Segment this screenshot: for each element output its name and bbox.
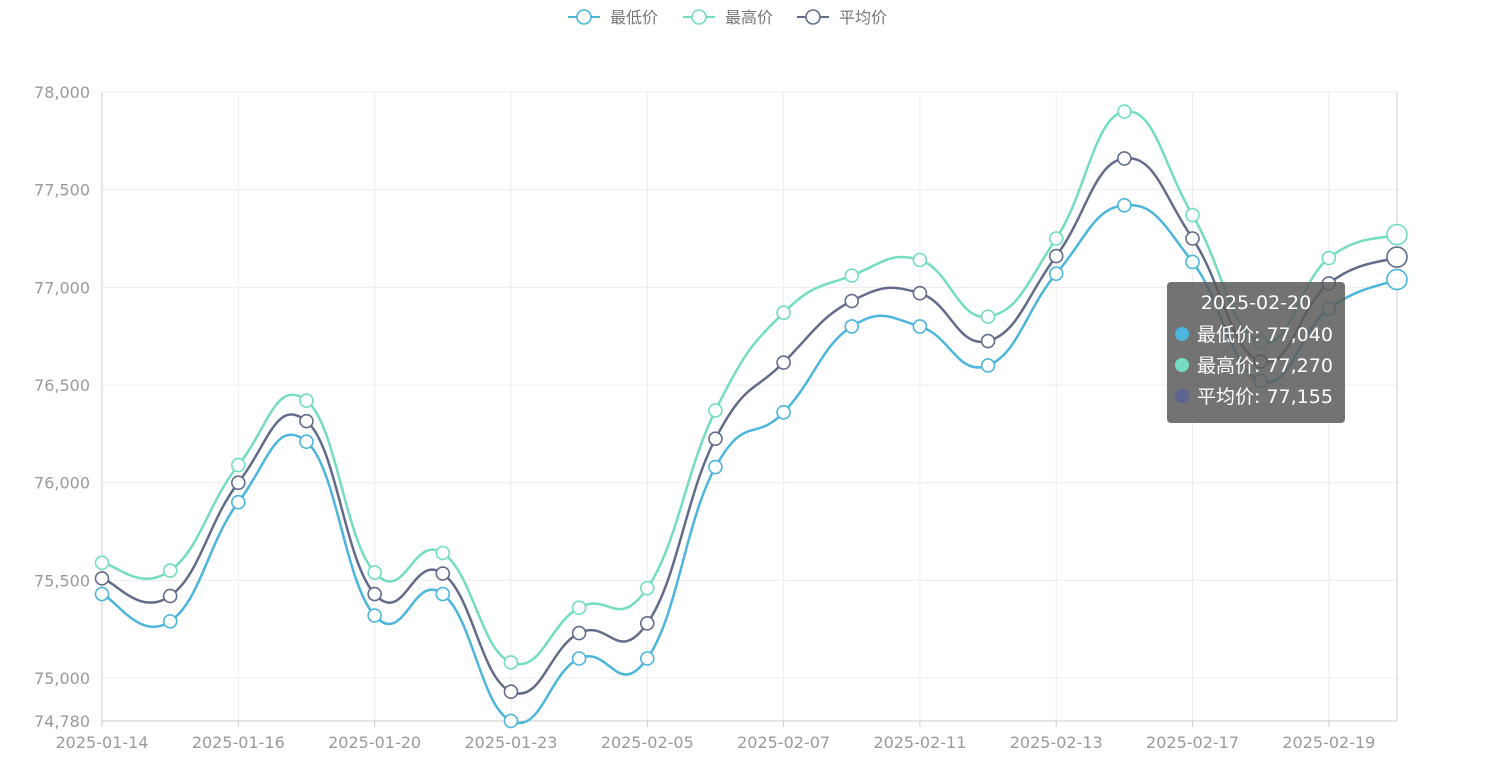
series-avg-point — [1048, 248, 1064, 264]
series-avg-point — [503, 684, 519, 699]
series-low-point — [571, 651, 587, 666]
x-tick-label: 2025-02-17 — [1146, 733, 1239, 752]
series-high-point — [1117, 104, 1132, 119]
series-high-point — [776, 305, 791, 321]
series-low-point — [435, 586, 451, 602]
legend-marker-1 — [691, 9, 707, 25]
series-high-point — [912, 252, 928, 268]
series-high-point — [1321, 250, 1337, 266]
tooltip-label-avg: 平均价: 77,155 — [1197, 386, 1333, 408]
series-low-point — [94, 586, 110, 602]
series-avg-point — [231, 475, 246, 490]
series-high-point — [162, 563, 178, 578]
series-high-point — [571, 600, 587, 616]
y-tick-label: 77,500 — [34, 181, 90, 200]
tooltip-title: 2025-02-20 — [1200, 292, 1312, 314]
series-low-point — [776, 405, 791, 420]
x-tick-label: 2025-02-05 — [601, 733, 694, 752]
x-tick-label: 2025-01-14 — [56, 733, 149, 752]
series-avg-point — [571, 625, 587, 641]
series-avg-point — [367, 586, 382, 602]
series-avg-point — [1386, 246, 1408, 268]
x-tick-label: 2025-01-16 — [192, 733, 285, 752]
x-tick-label: 2025-01-23 — [464, 733, 557, 752]
series-high-point — [367, 565, 382, 580]
legend-marker-2 — [805, 9, 821, 25]
legend-label-2: 平均价 — [839, 8, 887, 27]
series-low-point — [639, 651, 655, 666]
series-avg-point — [639, 616, 655, 631]
series-avg-point — [912, 285, 928, 301]
y-tick-label: 77,000 — [34, 278, 90, 297]
series-avg-point — [299, 413, 314, 429]
y-tick-label: 75,000 — [34, 669, 90, 688]
series-avg-point — [844, 293, 860, 309]
legend-label-0: 最低价 — [610, 8, 658, 27]
x-tick-label: 2025-02-13 — [1010, 733, 1103, 752]
series-low-point — [1048, 266, 1064, 281]
tooltip-row-high: 最高价: 77,270 — [1175, 349, 1337, 380]
series-avg-point — [708, 431, 723, 447]
series-avg-point — [435, 566, 451, 581]
tooltip-dot-avg — [1175, 388, 1189, 403]
legend-marker-0 — [576, 9, 592, 25]
series-high-point — [1386, 223, 1408, 246]
tooltip-dot-high — [1175, 357, 1189, 372]
x-tick-label: 2025-01-20 — [328, 733, 421, 752]
series-high-point — [1048, 231, 1064, 246]
series-low-point — [367, 608, 382, 623]
series-high-point — [980, 309, 996, 324]
y-tick-label: 78,000 — [34, 83, 90, 102]
series-low-point — [844, 319, 860, 334]
x-tick-label: 2025-02-19 — [1282, 733, 1375, 752]
series-high-point — [231, 457, 246, 473]
series-low-point — [503, 713, 519, 729]
series-high-point — [435, 545, 451, 561]
series-low-point — [1117, 197, 1132, 213]
tooltip-label-high: 最高价: 77,270 — [1197, 355, 1333, 377]
y-tick-label: 75,500 — [34, 571, 90, 590]
y-tick-label: 74,780 — [34, 712, 90, 731]
tooltip-row-avg: 平均价: 77,155 — [1175, 380, 1337, 411]
series-avg-point — [162, 588, 178, 604]
series-low-point — [912, 319, 928, 334]
series-avg-line — [101, 157, 1398, 695]
series-avg-point — [776, 355, 791, 370]
series-high-point — [94, 555, 110, 571]
tooltip-label-low: 最低价: 77,040 — [1197, 324, 1333, 346]
x-tick-label: 2025-02-07 — [737, 733, 830, 752]
series-avg-point — [1185, 231, 1200, 246]
series-low-point — [162, 614, 178, 629]
series-avg-point — [94, 571, 110, 586]
series-high-point — [639, 580, 655, 596]
series-low-point — [708, 459, 723, 475]
series-high-point — [844, 268, 860, 283]
series-high-point — [503, 655, 519, 670]
x-tick-label: 2025-02-11 — [873, 733, 966, 752]
y-tick-label: 76,000 — [34, 474, 90, 493]
tooltip-row-low: 最低价: 77,040 — [1175, 318, 1337, 349]
series-avg-point — [1117, 151, 1132, 166]
series-high-point — [1185, 207, 1200, 223]
series-low-point — [231, 494, 246, 510]
tooltip: 2025-02-20 最低价: 77,040 最高价: 77,270 平均价: … — [1167, 282, 1345, 423]
series-low-point — [980, 358, 996, 373]
series-avg-point — [980, 333, 996, 349]
series-low-point — [299, 434, 314, 449]
series-low-point — [1386, 268, 1408, 291]
tooltip-dot-low — [1175, 326, 1189, 341]
legend-label-1: 最高价 — [725, 8, 773, 27]
series-high-point — [708, 403, 723, 418]
y-tick-label: 76,500 — [34, 376, 90, 395]
series-high-point — [299, 393, 314, 408]
series-low-point — [1185, 254, 1200, 270]
